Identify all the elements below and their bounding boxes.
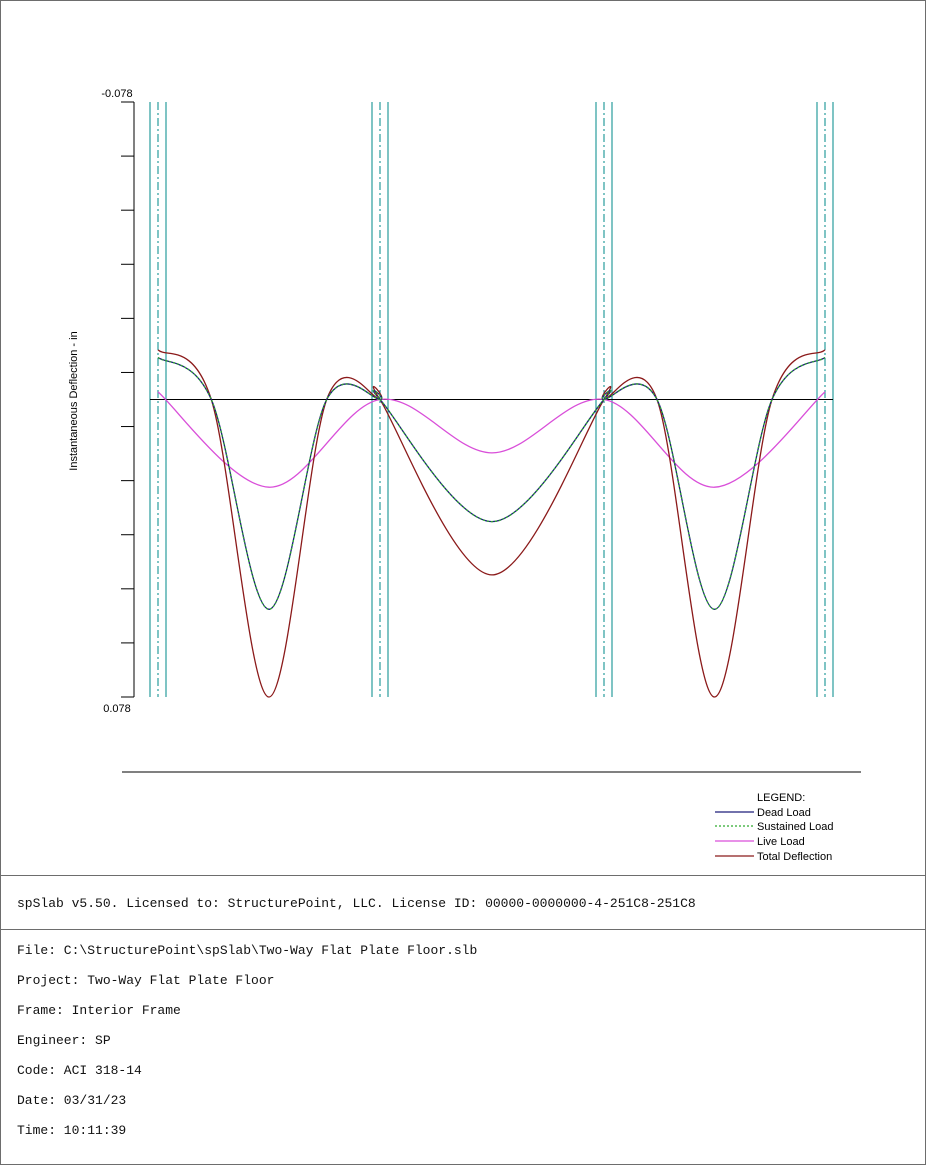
info-engineer: Engineer: SP <box>17 1033 111 1048</box>
license-bar: spSlab v5.50. Licensed to: StructurePoin… <box>1 875 925 930</box>
info-time: Time: 10:11:39 <box>17 1123 127 1138</box>
legend <box>715 811 754 857</box>
info-frame: Frame: Interior Frame <box>17 1003 181 1018</box>
series-total-deflection <box>157 349 826 698</box>
legend-label-dead-load: Dead Load <box>757 807 811 819</box>
legend-label-sustained-load: Sustained Load <box>757 821 833 833</box>
y-axis <box>121 101 861 773</box>
info-code: Code: ACI 318-14 <box>17 1063 142 1078</box>
legend-title: LEGEND: <box>757 792 805 804</box>
report-info: File: C:\StructurePoint\spSlab\Two-Way F… <box>17 941 907 1151</box>
info-date: Date: 03/31/23 <box>17 1093 127 1108</box>
info-project: Project: Two-Way Flat Plate Floor <box>17 973 275 988</box>
y-tick-label-top: -0.078 <box>101 88 132 100</box>
y-tick-label-bottom: 0.078 <box>103 703 131 715</box>
series-lines <box>157 349 826 698</box>
legend-label-total-deflection: Total Deflection <box>757 851 832 863</box>
series-live-load <box>157 391 826 488</box>
series-dead-load <box>157 356 826 610</box>
y-axis-label: Instantaneous Deflection - in <box>68 331 80 470</box>
series-sustained-load <box>157 356 826 610</box>
legend-label-live-load: Live Load <box>757 836 805 848</box>
deflection-chart: Instantaneous Deflection - in -0.078 0.0… <box>68 88 861 863</box>
info-file: File: C:\StructurePoint\spSlab\Two-Way F… <box>17 943 478 958</box>
